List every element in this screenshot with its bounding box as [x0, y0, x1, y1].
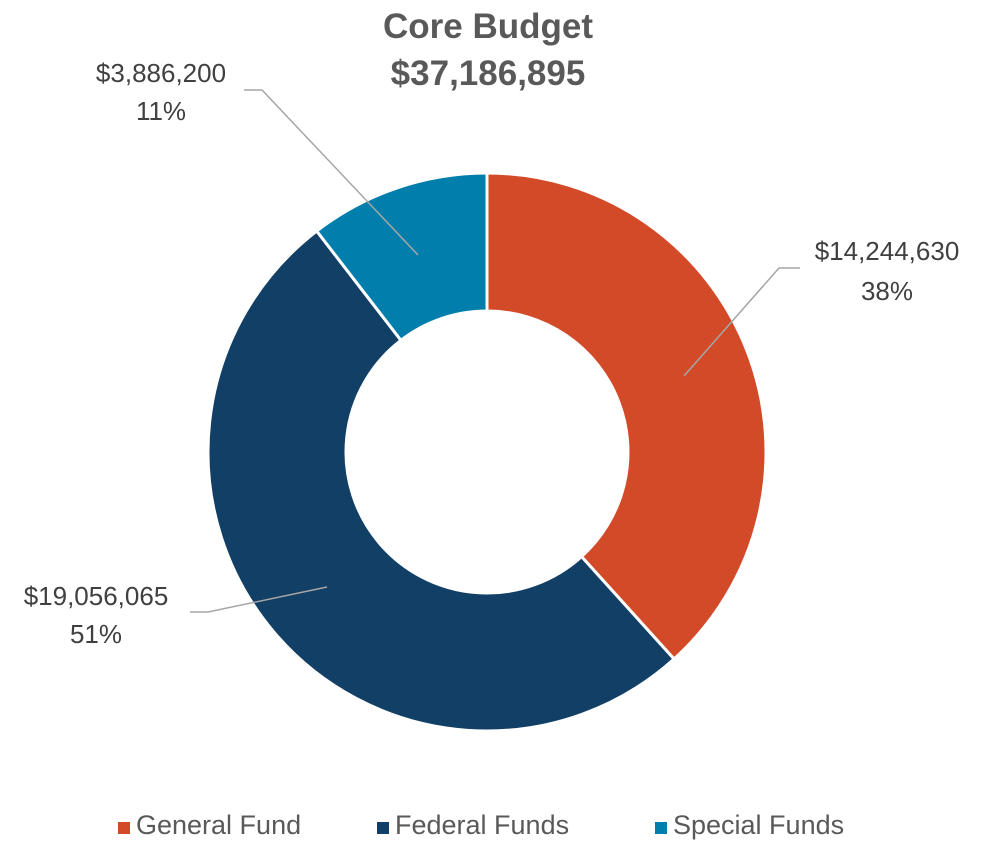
value-label-special-funds: $3,886,200 [96, 58, 226, 88]
slice-special-funds [314, 171, 489, 343]
legend-swatch-general-fund [118, 822, 130, 834]
leader-lines [190, 89, 800, 613]
slice-general-fund [485, 171, 768, 662]
leader-line-federal-funds [190, 586, 328, 613]
value-label-federal-funds: $19,056,065 [24, 581, 169, 611]
data-labels: $14,244,630 38% $19,056,065 51% $3,886,200 11… [24, 58, 960, 649]
percent-label-federal-funds: 51% [70, 619, 122, 649]
legend-swatch-special-funds [655, 822, 667, 834]
legend: General Fund Federal Funds Special Funds [118, 810, 844, 840]
donut-slices [206, 171, 768, 733]
percent-label-general-fund: 38% [861, 276, 913, 306]
chart-subtitle: $37,186,895 [391, 54, 586, 93]
leader-line-general-fund [683, 267, 800, 377]
percent-label-special-funds: 11% [136, 96, 186, 126]
legend-label-special-funds: Special Funds [673, 810, 844, 840]
leader-line-special-funds [244, 89, 419, 256]
legend-label-general-fund: General Fund [136, 810, 301, 840]
legend-label-federal-funds: Federal Funds [395, 810, 569, 840]
legend-swatch-federal-funds [377, 822, 389, 834]
slice-federal-funds [206, 228, 677, 733]
chart-title: Core Budget [383, 7, 593, 46]
value-label-general-fund: $14,244,630 [815, 236, 960, 266]
